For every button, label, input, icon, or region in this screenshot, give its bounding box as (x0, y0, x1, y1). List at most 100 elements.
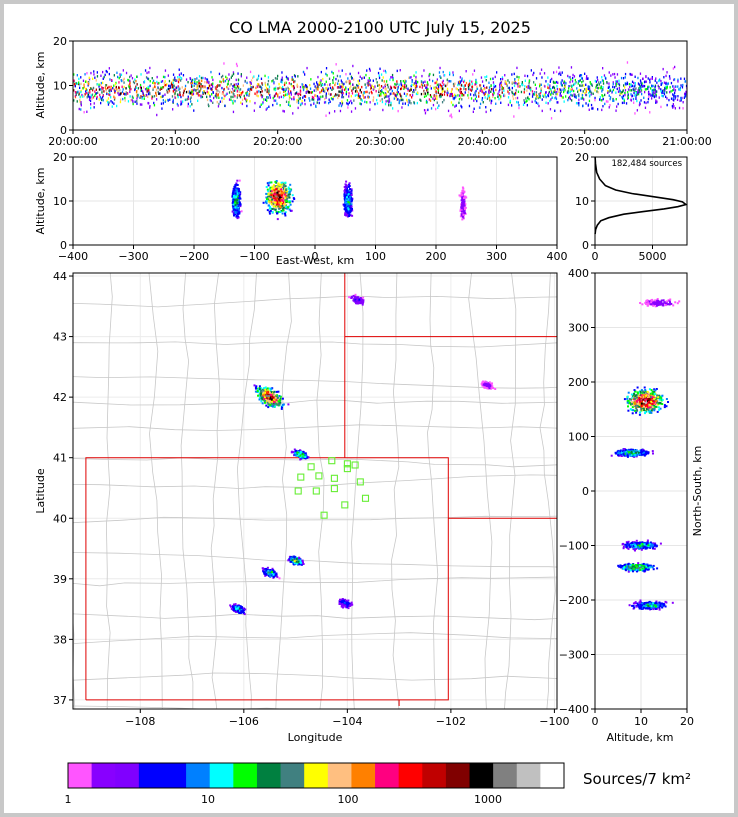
altitude-time-source (564, 84, 566, 87)
altitude-time-source (378, 89, 380, 93)
altitude-time-source (212, 82, 214, 85)
altitude-time-source (278, 96, 280, 99)
altitude-time-source (672, 97, 674, 100)
county-line (316, 273, 325, 709)
altitude-time-source (160, 95, 162, 99)
eastwest-source (269, 205, 271, 208)
eastwest-source (272, 189, 275, 192)
altitude-time-source (246, 76, 248, 79)
altitude-time-source (649, 81, 651, 84)
altitude-time-source (585, 88, 587, 91)
county-line (73, 613, 557, 621)
altitude-time-source (634, 94, 636, 97)
altitude-time-source (110, 79, 113, 82)
altitude-time-source (640, 89, 643, 92)
altitude-time-source (507, 96, 510, 99)
altitude-time-source (402, 84, 404, 87)
altitude-time-source (204, 85, 206, 89)
altitude-time-source (529, 86, 532, 90)
altitude-time-source (346, 102, 348, 105)
altitude-time-source (523, 91, 525, 94)
county-line (210, 273, 221, 709)
altitude-time-source (244, 79, 246, 83)
altitude-time-source (425, 94, 427, 98)
eastwest-source (235, 195, 238, 198)
eastwest-source (348, 191, 351, 194)
altitude-time-source (449, 73, 451, 76)
altitude-time-source (468, 104, 471, 108)
altitude-time-source (353, 99, 355, 102)
altitude-time-source (631, 80, 634, 83)
eastwest-source (460, 192, 463, 194)
altitude-time-source (265, 108, 267, 111)
altitude-time-source (174, 92, 176, 95)
altitude-time-source (643, 101, 646, 104)
altitude-time-source (442, 70, 444, 74)
altitude-time-source (172, 79, 174, 82)
altitude-time-source (217, 94, 219, 97)
altitude-time-source (288, 92, 290, 95)
altitude-time-source (285, 93, 287, 96)
altitude-time-source (599, 98, 601, 101)
altitude-time-source (307, 91, 309, 94)
eastwest-source (233, 208, 236, 210)
altitude-time-source (430, 87, 432, 90)
altitude-time-source (110, 96, 112, 99)
altitude-time-source (187, 95, 189, 98)
altitude-time-source (308, 91, 310, 94)
eastwest-source (284, 211, 287, 214)
eastwest-source (235, 206, 237, 209)
altitude-time-source (658, 87, 660, 90)
altitude-time-source (452, 97, 454, 100)
altitude-time-source (88, 95, 90, 98)
altitude-time-source (459, 81, 462, 84)
altitude-time-source (673, 87, 676, 90)
altitude-time-source (242, 90, 244, 94)
altitude-time-source (625, 102, 628, 105)
altitude-time-source (189, 92, 191, 95)
eastwest-source (343, 189, 346, 192)
eastwest-source (265, 202, 268, 205)
eastwest-source (278, 205, 281, 208)
altitude-time-source (623, 101, 625, 104)
altitude-time-source (164, 83, 166, 87)
altitude-time-source (550, 117, 553, 120)
altitude-time-source (439, 93, 441, 96)
altitude-time-source (666, 97, 668, 100)
eastwest-source (344, 209, 347, 212)
altitude-time-source (187, 105, 189, 108)
altitude-time-source (127, 100, 130, 103)
altitude-time-source (472, 110, 474, 113)
plan-view-source (265, 404, 268, 407)
altitude-time-source (118, 89, 120, 92)
altitude-time-source (441, 90, 443, 93)
altitude-time-source (305, 84, 307, 87)
altitude-time-source (249, 100, 251, 103)
altitude-time-source (583, 84, 585, 87)
eastwest-source (344, 212, 347, 215)
eastwest-source (350, 189, 353, 192)
altitude-time-source (461, 98, 463, 101)
altitude-time-source (233, 83, 235, 87)
altitude-time-source (651, 89, 653, 92)
eastwest-source (236, 217, 239, 220)
altitude-time-source (310, 91, 312, 94)
altitude-time-source (532, 73, 534, 77)
altitude-time-source (608, 94, 610, 97)
altitude-time-source (467, 87, 470, 90)
altitude-time-source (358, 92, 360, 95)
altitude-time-source (616, 105, 618, 108)
altitude-time-source (314, 85, 316, 88)
altitude-time-source (681, 96, 683, 100)
altitude-time-source (569, 90, 571, 93)
altitude-time-source (582, 79, 584, 83)
altitude-time-source (361, 99, 363, 102)
altitude-time-source (263, 98, 265, 101)
altitude-time-source (76, 100, 78, 103)
altitude-time-source (563, 100, 565, 103)
altitude-time-source (230, 95, 232, 99)
altitude-time-source (435, 81, 437, 84)
altitude-time-source (454, 95, 457, 99)
altitude-time-source (295, 92, 297, 95)
